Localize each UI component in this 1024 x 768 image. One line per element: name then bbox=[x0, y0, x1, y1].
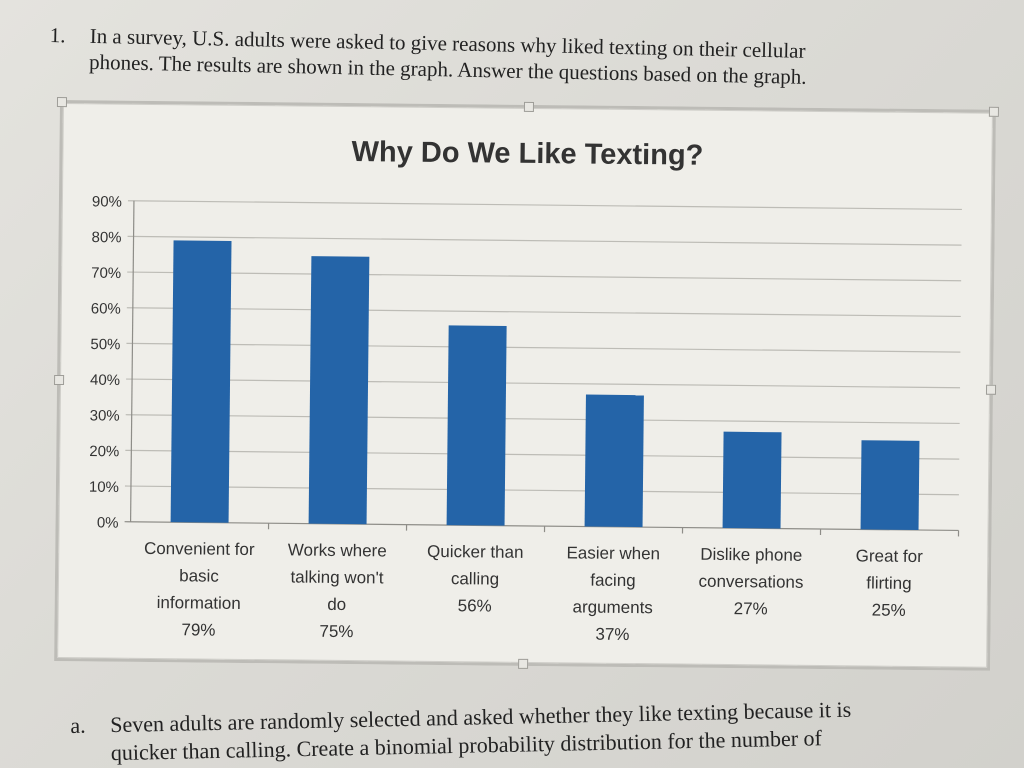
gridline bbox=[126, 307, 961, 318]
y-tick-label: 50% bbox=[90, 336, 120, 353]
x-category-label: information bbox=[157, 593, 241, 613]
gridline bbox=[124, 485, 959, 496]
bar bbox=[722, 431, 782, 529]
gridline bbox=[127, 235, 962, 246]
gridline bbox=[124, 521, 959, 532]
x-category-label: Dislike phone bbox=[700, 545, 802, 565]
bar bbox=[584, 394, 644, 528]
x-category-label: 56% bbox=[458, 596, 492, 615]
y-tick-label: 80% bbox=[91, 229, 121, 246]
gridline bbox=[126, 342, 961, 353]
x-category-label: facing bbox=[590, 571, 636, 590]
x-category-label: conversations bbox=[698, 572, 803, 592]
chart-frame[interactable]: Why Do We Like Texting? 0% 10% 20% 30% 40% 50… bbox=[54, 96, 999, 671]
x-category-label: Works where bbox=[288, 540, 387, 560]
y-tick-label: 90% bbox=[92, 193, 122, 210]
x-category-label: Quicker than bbox=[427, 542, 524, 562]
x-category-label: Convenient for bbox=[144, 539, 255, 559]
x-category-label: 37% bbox=[595, 625, 629, 644]
x-category-label: Easier when bbox=[566, 543, 660, 563]
part-a-text: a. Seven adults are randomly selected and… bbox=[70, 692, 1024, 768]
x-category-label: basic bbox=[179, 566, 219, 585]
question-text: 1. In a survey, U.S. adults were asked to… bbox=[49, 22, 990, 94]
y-tick-label: 20% bbox=[89, 443, 119, 460]
y-axis-line bbox=[129, 200, 135, 522]
x-category-label: 27% bbox=[734, 599, 768, 618]
bar-chart: 0% 10% 20% 30% 40% 50% 60% 70% 80% 90% Convenient … bbox=[89, 193, 962, 644]
x-category-label: flirting bbox=[866, 573, 912, 592]
chart-area: Why Do We Like Texting? 0% 10% 20% 30% 40% 50… bbox=[57, 103, 993, 668]
x-category-label: calling bbox=[451, 569, 499, 589]
gridline bbox=[125, 449, 960, 460]
gridline bbox=[127, 200, 962, 211]
bar bbox=[860, 440, 920, 531]
gridline bbox=[127, 271, 962, 282]
y-tick-label: 30% bbox=[90, 407, 120, 424]
y-tick-label: 60% bbox=[91, 300, 121, 317]
x-category-label: Great for bbox=[856, 546, 924, 566]
x-category-label: arguments bbox=[572, 597, 653, 617]
bar bbox=[446, 325, 507, 526]
gridline bbox=[125, 414, 960, 425]
part-a-label: a. bbox=[70, 712, 86, 738]
y-tick-label: 70% bbox=[91, 265, 121, 282]
y-tick-label: 0% bbox=[97, 514, 119, 531]
x-category-label: talking won't bbox=[290, 567, 383, 587]
bar bbox=[308, 256, 370, 525]
x-category-label: 25% bbox=[872, 601, 906, 620]
gridline bbox=[126, 378, 961, 389]
x-category-label: do bbox=[327, 595, 346, 614]
y-tick-label: 40% bbox=[90, 372, 120, 389]
x-category-label: 75% bbox=[319, 622, 353, 641]
y-tick-label: 10% bbox=[89, 479, 119, 496]
x-category-label: 79% bbox=[181, 620, 215, 639]
question-number: 1. bbox=[49, 22, 66, 48]
bar bbox=[170, 240, 232, 523]
